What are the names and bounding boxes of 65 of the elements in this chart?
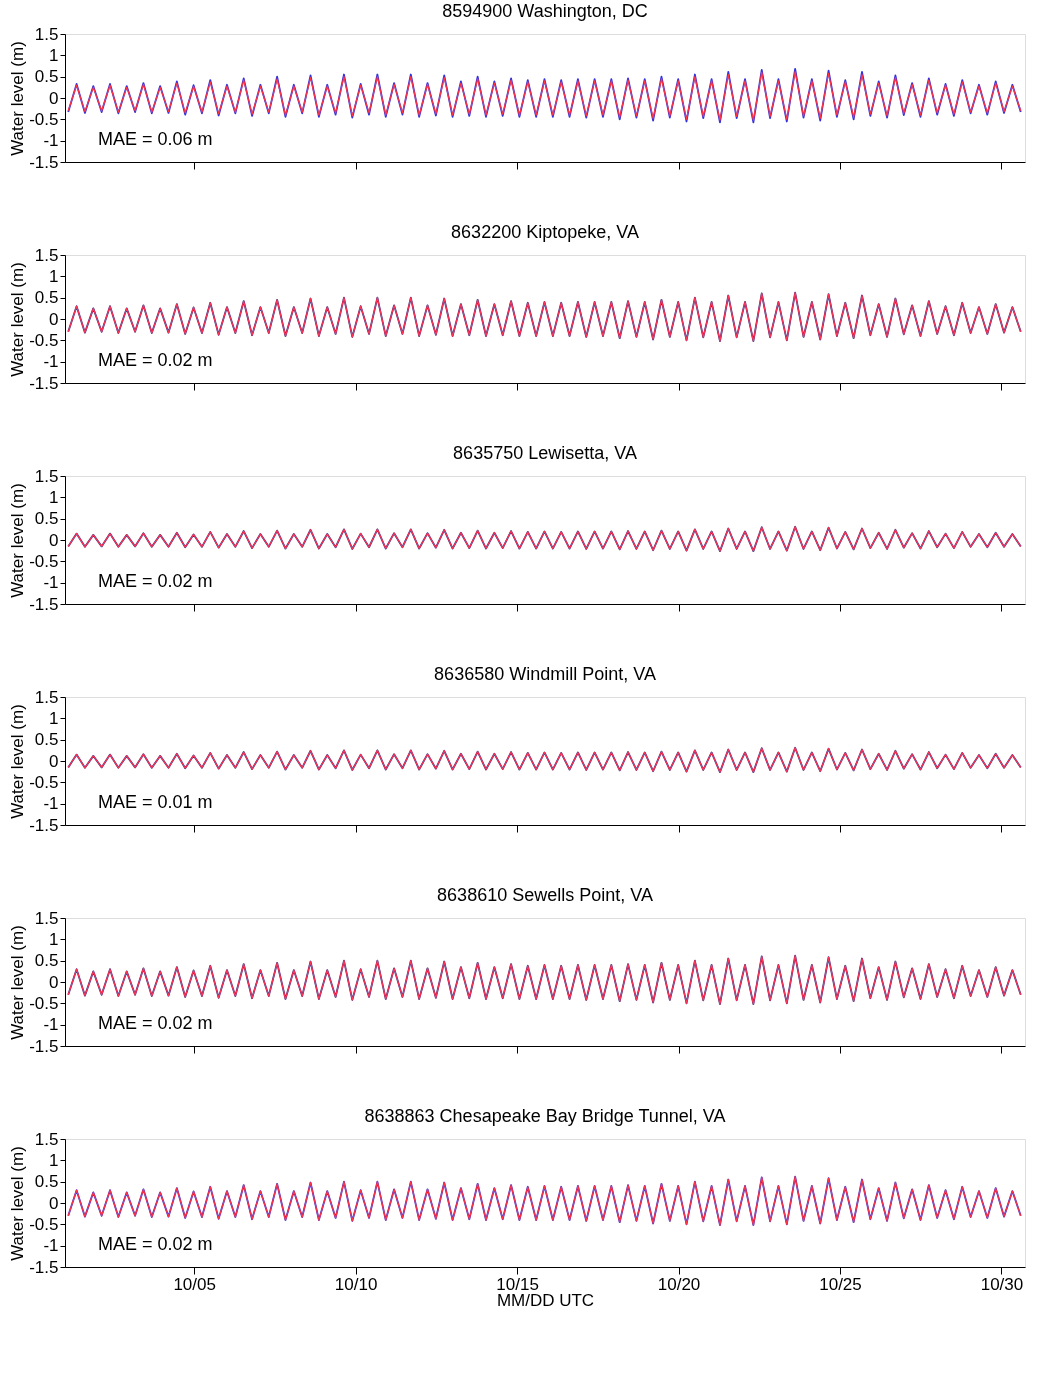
y-axis-title: Water level (m): [8, 925, 28, 1040]
y-tick-label: -1.5: [29, 373, 59, 393]
chart-title: 8638863 Chesapeake Bay Bridge Tunnel, VA: [364, 1106, 726, 1126]
y-tick-label: -1: [43, 1015, 59, 1035]
y-tick-label: 0.5: [34, 288, 59, 308]
y-axis-title: Water level (m): [8, 41, 28, 156]
y-tick-label: 1.5: [34, 687, 59, 707]
y-tick-label: -1.5: [29, 594, 59, 614]
y-tick-label: -0.5: [29, 1214, 59, 1234]
y-tick-label: 0.5: [34, 951, 59, 971]
annotation: MAE = 0.02 m: [98, 350, 213, 370]
y-tick-label: 1.5: [34, 245, 59, 265]
chart-title: 8632200 Kiptopeke, VA: [451, 222, 639, 242]
y-tick-label: 1: [49, 929, 59, 949]
y-tick-label: 1.5: [34, 1129, 59, 1149]
y-axis-title: Water level (m): [8, 483, 28, 598]
y-tick-label: -1.5: [29, 1036, 59, 1056]
y-tick-label: -0.5: [29, 551, 59, 571]
y-tick-label: -1: [43, 794, 59, 814]
annotation: MAE = 0.02 m: [98, 1013, 213, 1033]
annotation: MAE = 0.06 m: [98, 129, 213, 149]
y-tick-label: -1: [43, 131, 59, 151]
y-tick-label: 1.5: [34, 908, 59, 928]
y-tick-label: -0.5: [29, 993, 59, 1013]
x-tick-label: 10/05: [173, 1274, 216, 1294]
chart-title: 8594900 Washington, DC: [442, 1, 648, 21]
y-tick-label: 0: [49, 309, 59, 329]
y-tick-label: 1: [49, 266, 59, 286]
y-tick-label: -1: [43, 573, 59, 593]
y-tick-label: 1: [49, 1150, 59, 1170]
annotation: MAE = 0.02 m: [98, 1234, 213, 1254]
x-tick-label: 10/30: [980, 1274, 1024, 1294]
x-tick-label: 10/10: [334, 1274, 378, 1294]
y-tick-label: 1: [49, 487, 59, 507]
y-tick-label: 0: [49, 1193, 59, 1213]
y-tick-label: -1.5: [29, 1257, 59, 1277]
y-tick-label: 0: [49, 972, 59, 992]
y-axis-title: Water level (m): [8, 1146, 28, 1261]
chart-title: 8638610 Sewells Point, VA: [437, 885, 653, 905]
y-tick-label: 1.5: [34, 24, 59, 44]
annotation: MAE = 0.01 m: [98, 792, 213, 812]
y-tick-label: 0: [49, 88, 59, 108]
y-tick-label: -1.5: [29, 815, 59, 835]
y-tick-label: 0: [49, 751, 59, 771]
y-tick-label: 0.5: [34, 67, 59, 87]
y-tick-label: 1.5: [34, 466, 59, 486]
y-tick-label: 0.5: [34, 730, 59, 750]
y-tick-label: -0.5: [29, 109, 59, 129]
y-tick-label: 1: [49, 708, 59, 728]
y-axis-title: Water level (m): [8, 262, 28, 377]
y-tick-label: 1: [49, 45, 59, 65]
y-tick-label: 0.5: [34, 509, 59, 529]
y-tick-label: -1: [43, 1236, 59, 1256]
y-tick-label: -1: [43, 352, 59, 372]
y-tick-label: -0.5: [29, 772, 59, 792]
y-tick-label: -0.5: [29, 330, 59, 350]
annotation: MAE = 0.02 m: [98, 571, 213, 591]
chart-title: 8635750 Lewisetta, VA: [453, 443, 637, 463]
x-tick-label: 10/25: [819, 1274, 862, 1294]
x-tick-label: 10/20: [657, 1274, 701, 1294]
y-tick-label: -1.5: [29, 152, 59, 172]
chart-title: 8636580 Windmill Point, VA: [434, 664, 656, 684]
y-tick-label: 0.5: [34, 1172, 59, 1192]
y-tick-label: 0: [49, 530, 59, 550]
y-axis-title: Water level (m): [8, 704, 28, 819]
